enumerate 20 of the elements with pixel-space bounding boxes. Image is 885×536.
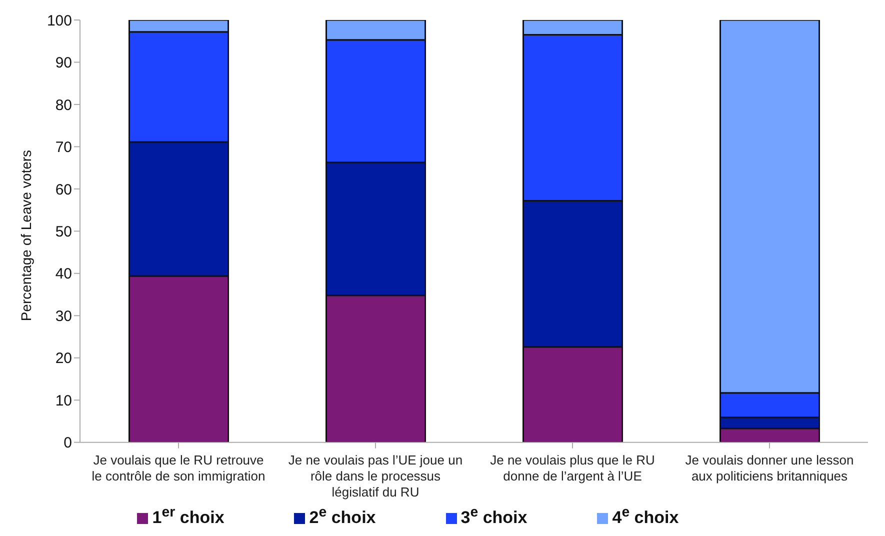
y-tick-label: 60 bbox=[55, 181, 72, 198]
legend-label: 2$^{e}$ choix bbox=[309, 504, 376, 527]
x-tick-label: Je ne voulais plus que le RU donne de l’argent à l’UE bbox=[490, 452, 655, 484]
x-tick-label: Je voulais que le RU retrouve le contrôle de son immigration bbox=[92, 452, 266, 484]
x-tick-label: Je ne voulais pas l’UE joue un rôle dans le processus législatif du RU bbox=[288, 452, 463, 500]
y-tick-label: 0 bbox=[64, 434, 72, 452]
y-tick-label: 20 bbox=[55, 350, 72, 368]
legend-label: 3$^{e}$ choix bbox=[460, 504, 528, 527]
y-tick-label: 50 bbox=[55, 223, 72, 240]
y-axis-title: Percentage of Leave voters bbox=[18, 150, 34, 322]
legend-label: 1$^{er}$ choix bbox=[152, 504, 224, 527]
y-tick-label: 10 bbox=[55, 392, 72, 410]
y-tick-label: 100 bbox=[46, 12, 72, 30]
y-tick-label: 30 bbox=[55, 308, 72, 325]
y-tick-label: 70 bbox=[55, 139, 72, 156]
y-tick-label: 40 bbox=[55, 266, 72, 283]
x-tick-label: Je voulais donner une lesson aux politiciens britanniques bbox=[685, 452, 854, 484]
y-tick-label: 80 bbox=[55, 96, 72, 114]
y-tick-label: 90 bbox=[55, 54, 72, 72]
legend-label: 4$^{e}$ choix bbox=[612, 504, 679, 527]
